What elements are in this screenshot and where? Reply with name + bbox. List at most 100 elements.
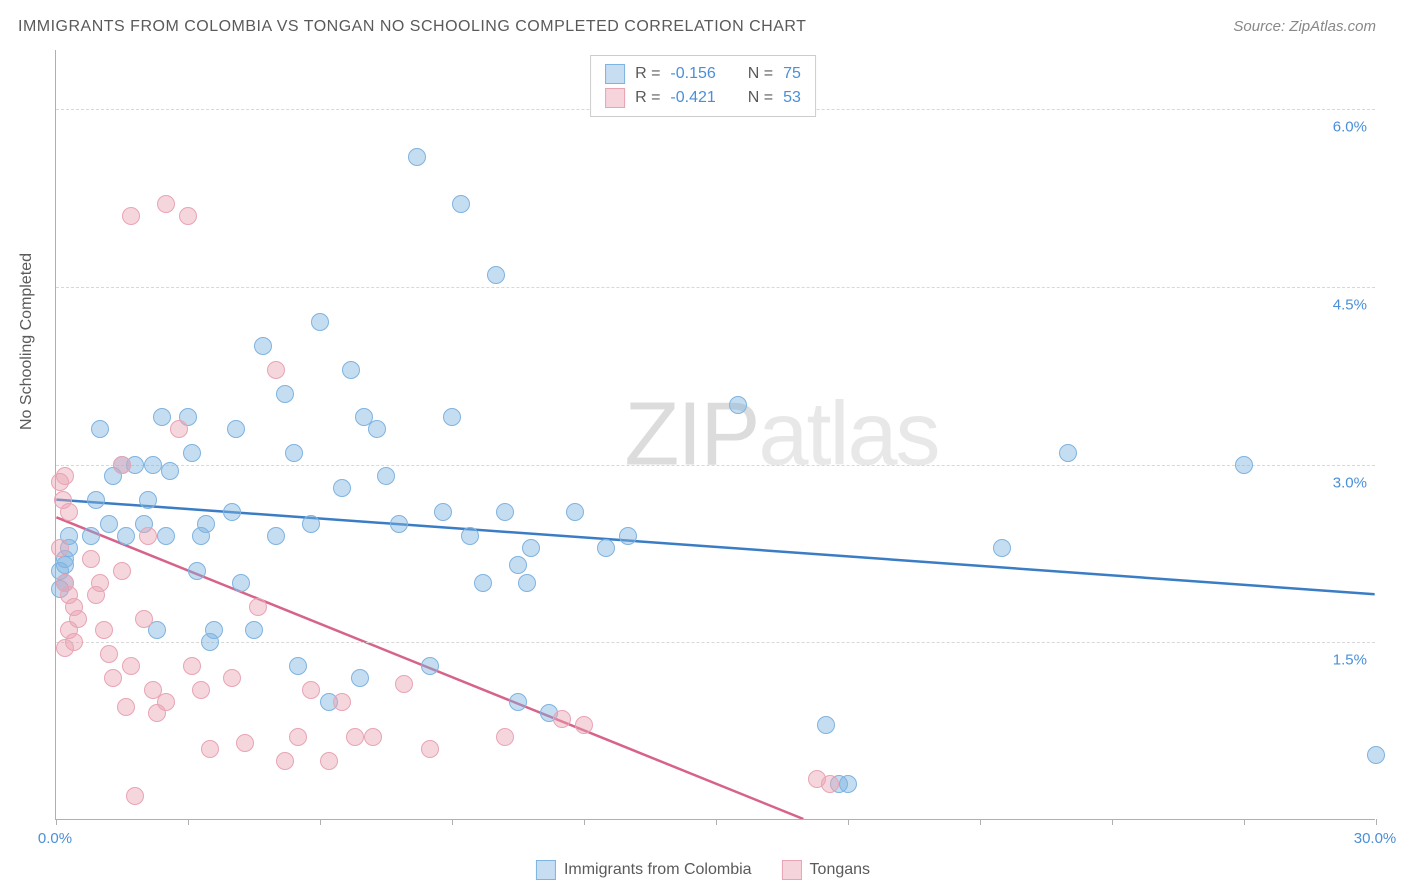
data-point-tongan [126, 787, 144, 805]
data-point-tongan [364, 728, 382, 746]
legend-swatch [605, 88, 625, 108]
data-point-colombia [276, 385, 294, 403]
data-point-tongan [122, 657, 140, 675]
data-point-tongan [51, 539, 69, 557]
data-point-colombia [82, 527, 100, 545]
gridline [56, 465, 1375, 466]
legend-correlation-row: R =-0.156N =75 [605, 62, 801, 86]
data-point-colombia [509, 556, 527, 574]
data-point-colombia [153, 408, 171, 426]
trend-line-colombia [56, 500, 1374, 595]
data-point-colombia [157, 527, 175, 545]
data-point-tongan [267, 361, 285, 379]
x-tick [188, 819, 189, 825]
data-point-colombia [100, 515, 118, 533]
data-point-colombia [377, 467, 395, 485]
data-point-colombia [1059, 444, 1077, 462]
x-tick [716, 819, 717, 825]
x-tick [452, 819, 453, 825]
legend-n-value: 53 [783, 89, 801, 107]
source-attribution: Source: ZipAtlas.com [1233, 18, 1376, 35]
data-point-colombia [1367, 746, 1385, 764]
data-point-colombia [289, 657, 307, 675]
data-point-tongan [104, 669, 122, 687]
data-point-tongan [421, 740, 439, 758]
data-point-colombia [496, 503, 514, 521]
data-point-tongan [236, 734, 254, 752]
legend-swatch [782, 860, 802, 880]
plot-area: ZIPatlas 1.5%3.0%4.5%6.0% [55, 50, 1375, 820]
data-point-colombia [205, 621, 223, 639]
data-point-tongan [82, 550, 100, 568]
gridline [56, 287, 1375, 288]
x-tick [56, 819, 57, 825]
data-point-colombia [368, 420, 386, 438]
x-tick-label: 0.0% [38, 830, 72, 847]
data-point-colombia [223, 503, 241, 521]
data-point-colombia [487, 266, 505, 284]
legend-n-value: 75 [783, 65, 801, 83]
data-point-colombia [197, 515, 215, 533]
data-point-colombia [144, 456, 162, 474]
data-point-colombia [993, 539, 1011, 557]
data-point-colombia [285, 444, 303, 462]
data-point-colombia [443, 408, 461, 426]
data-point-tongan [223, 669, 241, 687]
data-point-colombia [254, 337, 272, 355]
data-point-tongan [157, 195, 175, 213]
data-point-colombia [91, 420, 109, 438]
data-point-tongan [249, 598, 267, 616]
legend-series-item: Immigrants from Colombia [536, 860, 752, 880]
data-point-colombia [311, 313, 329, 331]
data-point-colombia [117, 527, 135, 545]
y-axis-label: No Schooling Completed [18, 253, 36, 430]
data-point-colombia [227, 420, 245, 438]
legend-swatch [605, 64, 625, 84]
data-point-tongan [192, 681, 210, 699]
data-point-tongan [346, 728, 364, 746]
x-tick [848, 819, 849, 825]
data-point-tongan [320, 752, 338, 770]
data-point-colombia [183, 444, 201, 462]
data-point-tongan [91, 574, 109, 592]
data-point-tongan [170, 420, 188, 438]
legend-swatch [536, 860, 556, 880]
data-point-tongan [496, 728, 514, 746]
data-point-tongan [139, 527, 157, 545]
data-point-colombia [139, 491, 157, 509]
legend-series-label: Tongans [810, 861, 871, 879]
data-point-tongan [60, 503, 78, 521]
chart-title: IMMIGRANTS FROM COLOMBIA VS TONGAN NO SC… [18, 18, 806, 36]
data-point-tongan [117, 698, 135, 716]
data-point-colombia [522, 539, 540, 557]
gridline [56, 642, 1375, 643]
data-point-colombia [351, 669, 369, 687]
data-point-tongan [333, 693, 351, 711]
data-point-tongan [183, 657, 201, 675]
data-point-colombia [232, 574, 250, 592]
data-point-colombia [729, 396, 747, 414]
data-point-colombia [566, 503, 584, 521]
data-point-colombia [619, 527, 637, 545]
data-point-colombia [509, 693, 527, 711]
data-point-tongan [179, 207, 197, 225]
data-point-tongan [95, 621, 113, 639]
data-point-tongan [302, 681, 320, 699]
data-point-colombia [342, 361, 360, 379]
data-point-colombia [452, 195, 470, 213]
data-point-colombia [390, 515, 408, 533]
y-tick-label: 4.5% [1333, 296, 1367, 313]
data-point-colombia [474, 574, 492, 592]
data-point-colombia [518, 574, 536, 592]
x-tick [320, 819, 321, 825]
data-point-tongan [201, 740, 219, 758]
data-point-tongan [553, 710, 571, 728]
watermark: ZIPatlas [624, 383, 938, 486]
data-point-colombia [461, 527, 479, 545]
data-point-colombia [161, 462, 179, 480]
data-point-tongan [289, 728, 307, 746]
legend-r-value: -0.156 [670, 65, 715, 83]
legend-n-label: N = [748, 89, 773, 107]
data-point-colombia [1235, 456, 1253, 474]
data-point-tongan [56, 639, 74, 657]
